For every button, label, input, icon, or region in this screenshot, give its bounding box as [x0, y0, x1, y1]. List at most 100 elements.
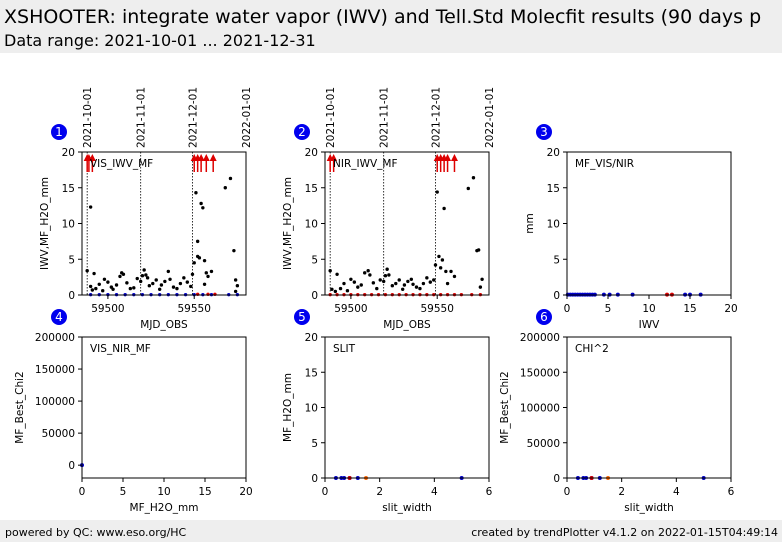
data-point [356, 285, 360, 289]
y-tick-label: 20 [547, 147, 560, 159]
y-tick-label: 10 [305, 403, 318, 415]
y-tick-label: 20 [62, 147, 75, 159]
data-point [106, 280, 110, 284]
data-point [402, 283, 407, 287]
data-point [368, 273, 372, 277]
data-point [345, 289, 350, 293]
data-point [414, 285, 419, 289]
panel-6: 6 0 2 4 6 0 50000 100000 150000 200000 CHI^2 slit_w… [499, 309, 735, 514]
panel-2: 2 2021-10-01 2021-11-01 2021-12-01 2022-01-0… [282, 87, 496, 331]
data-point [233, 289, 238, 294]
x-tick-label: 15 [198, 486, 211, 498]
data-point [428, 280, 433, 284]
x-tick-label: 59550 [421, 303, 454, 315]
y-tick-label: 0 [311, 290, 318, 302]
data-point [421, 281, 426, 286]
data-point [328, 268, 332, 273]
data-point [88, 284, 93, 289]
x-tick-label: 5 [605, 303, 612, 315]
data-point [330, 287, 334, 291]
plot-frame [324, 151, 490, 296]
date-label: 2021-10-01 [82, 87, 94, 148]
data-point [97, 282, 101, 286]
x-axis-label: MF_H2O_mm [130, 502, 199, 514]
y-axis-label: MF_Best_Chi2 [499, 371, 511, 443]
y-tick-label: 10 [305, 219, 318, 231]
y-tick-label: 50000 [42, 428, 75, 440]
data-point [138, 279, 143, 284]
panel-label: VIS_IWV_MF [90, 158, 153, 170]
outlier-arrow-head [202, 154, 210, 161]
panel-number: 6 [540, 310, 548, 324]
page-title: XSHOOTER: integrate water vapor (IWV) an… [4, 6, 762, 28]
data-point [363, 271, 367, 275]
data-point [101, 289, 105, 293]
data-point [190, 272, 195, 276]
y-tick-label: 15 [305, 367, 318, 379]
panel-5: 5 0 2 4 6 0 5 10 15 20 SLIT slit_width MF_H2O_mm [282, 309, 493, 514]
data-point [189, 284, 193, 289]
panel-4: 4 0 5 10 15 20 0 50000 100000 150000 200000 VIS_NIR… [14, 309, 253, 514]
y-tick-label: 15 [62, 183, 75, 195]
data-point [142, 268, 146, 272]
data-point [185, 280, 190, 284]
data-point [88, 205, 93, 209]
data-point [394, 281, 398, 286]
x-axis-label: MJD_OBS [140, 319, 188, 331]
y-tick-label: 10 [547, 219, 560, 231]
data-point [359, 283, 363, 287]
data-point [366, 268, 370, 273]
plot-frame [324, 336, 490, 479]
data-point [128, 286, 133, 291]
panel-label: CHI^2 [575, 343, 609, 355]
date-label: 2021-10-01 [325, 87, 337, 148]
data-point [433, 263, 438, 267]
panel-label: SLIT [333, 343, 356, 355]
panel-number: 5 [298, 310, 306, 324]
data-point [442, 206, 446, 211]
data-point [192, 261, 196, 265]
data-point [157, 287, 162, 291]
data-point [387, 273, 391, 277]
x-tick-label: 0 [564, 486, 571, 498]
outlier-arrow-head [330, 154, 338, 161]
data-point [466, 186, 470, 191]
data-point [383, 273, 388, 278]
panel-number-badge [294, 309, 310, 325]
data-point [425, 276, 429, 280]
panel-1: 1 2021-10-01 2021-11-01 2021-12-01 2022-01-0… [39, 87, 253, 331]
data-point [118, 274, 122, 279]
x-tick-label: 59550 [178, 303, 211, 315]
y-tick-label: 0 [68, 290, 75, 302]
data-point [378, 278, 382, 282]
data-point [194, 191, 198, 195]
data-point [168, 277, 172, 281]
y-tick-label: 20 [305, 332, 318, 344]
y-tick-label: 0 [553, 290, 560, 302]
data-point [375, 286, 379, 291]
data-point [171, 285, 176, 289]
data-point [418, 286, 422, 291]
panel-number-badge [536, 124, 552, 140]
data-point [371, 281, 376, 285]
x-axis-label: slit_width [382, 502, 432, 514]
data-point [195, 239, 200, 244]
x-tick-label: 10 [157, 486, 170, 498]
x-tick-label: 2 [376, 486, 383, 498]
date-label: 2022-01-01 [484, 87, 496, 148]
footer: powered by QC: www.eso.org/HC created by… [0, 520, 782, 542]
x-tick-label: 5 [120, 486, 127, 498]
data-point [333, 289, 338, 294]
x-tick-label: 2 [618, 486, 625, 498]
y-tick-label: 5 [68, 254, 75, 266]
y-tick-label: 5 [311, 254, 318, 266]
plot-frame [566, 151, 732, 296]
x-tick-label: 6 [728, 486, 735, 498]
panel-3: 3 0 5 10 15 20 0 5 10 15 20 MF_VIS/NIR IWV mm [524, 124, 738, 331]
data-point [232, 248, 236, 253]
date-label: 2021-12-01 [430, 87, 442, 148]
data-point [476, 248, 481, 252]
data-point [233, 278, 238, 282]
data-point [202, 258, 207, 263]
panel-number: 2 [298, 125, 306, 139]
